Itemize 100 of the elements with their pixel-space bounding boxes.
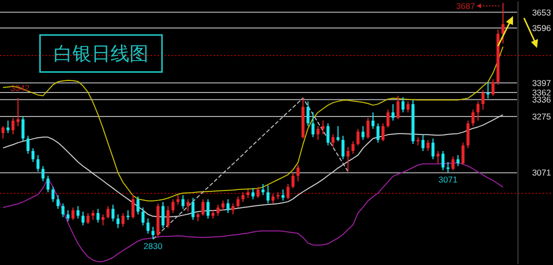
candlestick bbox=[182, 194, 184, 210]
candlestick bbox=[322, 120, 324, 135]
candlestick bbox=[406, 100, 410, 113]
candlestick bbox=[316, 126, 320, 140]
candlestick bbox=[362, 126, 364, 140]
candlestick bbox=[106, 206, 110, 220]
candlestick bbox=[256, 186, 260, 198]
candlestick bbox=[262, 184, 264, 196]
candlestick bbox=[122, 212, 124, 228]
candlestick bbox=[436, 150, 440, 164]
line-series bbox=[152, 98, 348, 240]
candlestick bbox=[282, 189, 284, 202]
candlestick bbox=[312, 112, 314, 138]
candlestick bbox=[102, 214, 104, 226]
candlestick bbox=[426, 139, 430, 152]
candlestick bbox=[32, 148, 34, 162]
candlestick bbox=[332, 134, 334, 148]
candlestick bbox=[336, 126, 340, 142]
annotation: 3687 bbox=[456, 0, 476, 11]
candlestick bbox=[242, 192, 244, 202]
candlestick bbox=[342, 135, 344, 160]
candlestick bbox=[392, 104, 394, 122]
candlestick bbox=[82, 211, 84, 226]
candlestick bbox=[272, 193, 274, 204]
candlestick bbox=[42, 166, 44, 182]
candlestick bbox=[176, 194, 180, 206]
candlestick bbox=[6, 120, 10, 134]
candlestick bbox=[482, 90, 484, 110]
candlestick bbox=[346, 146, 350, 172]
annotation: 3071 bbox=[438, 174, 458, 185]
candlestick bbox=[96, 208, 100, 224]
annotation: 2830 bbox=[144, 241, 163, 252]
candlestick bbox=[146, 218, 150, 234]
candlestick bbox=[452, 156, 454, 171]
candlestick bbox=[132, 194, 134, 220]
candlestick bbox=[432, 138, 434, 160]
candlestick bbox=[236, 196, 240, 208]
candlestick bbox=[2, 126, 4, 140]
candlestick bbox=[446, 161, 450, 174]
text: 白银日线图 bbox=[54, 44, 148, 65]
candlestick bbox=[136, 196, 140, 215]
candlestick bbox=[286, 184, 290, 200]
candlestick bbox=[266, 184, 270, 204]
candlestick bbox=[22, 116, 24, 142]
candlestick bbox=[26, 135, 30, 154]
candlestick bbox=[72, 206, 74, 220]
candlestick bbox=[306, 100, 310, 127]
candlestick bbox=[52, 186, 54, 202]
candlestick bbox=[296, 164, 300, 182]
y-tick-label: 3336 bbox=[532, 94, 552, 105]
candlestick bbox=[442, 150, 444, 171]
candlestick bbox=[192, 197, 194, 220]
candlestick bbox=[12, 117, 14, 135]
candlestick bbox=[422, 134, 424, 152]
candlestick bbox=[202, 198, 204, 216]
candlestick bbox=[462, 142, 464, 166]
candlestick bbox=[376, 122, 380, 144]
candlestick bbox=[206, 198, 210, 220]
candlestick bbox=[216, 204, 220, 216]
y-tick-label: 3071 bbox=[532, 168, 552, 178]
candlestick bbox=[56, 194, 60, 210]
candlestick bbox=[402, 96, 404, 113]
candlestick bbox=[252, 188, 254, 200]
y-tick-label: 3596 bbox=[532, 22, 552, 33]
candlestick bbox=[116, 214, 120, 229]
y-tick-label: 3397 bbox=[532, 78, 552, 88]
candlestick bbox=[352, 140, 354, 154]
candlestick bbox=[396, 95, 400, 120]
candlestick bbox=[66, 210, 70, 222]
candlestick bbox=[76, 206, 80, 220]
y-tick-label: 3275 bbox=[532, 111, 552, 122]
candlestick bbox=[92, 210, 94, 220]
candlestick bbox=[366, 117, 370, 140]
candlestick bbox=[186, 198, 190, 212]
candlestick bbox=[62, 202, 64, 218]
candlestick bbox=[166, 206, 170, 229]
candlestick bbox=[502, 2, 504, 44]
candlestick bbox=[292, 172, 294, 189]
candlestick bbox=[16, 98, 20, 127]
candlestick bbox=[372, 112, 374, 130]
candlestick bbox=[86, 212, 90, 225]
candlestick bbox=[472, 109, 474, 127]
candlestick bbox=[162, 201, 164, 229]
candlestick bbox=[492, 78, 494, 96]
y-tick-label: 3362 bbox=[532, 87, 552, 98]
candlestick bbox=[36, 154, 40, 172]
candlestick bbox=[326, 122, 330, 146]
candlestick bbox=[382, 122, 384, 142]
candlestick bbox=[112, 204, 114, 222]
candlestick bbox=[486, 82, 490, 100]
candlestick bbox=[172, 198, 174, 214]
candlestick bbox=[476, 100, 480, 122]
candlestick bbox=[456, 154, 460, 167]
candlestick bbox=[46, 175, 50, 193]
candlestick bbox=[222, 200, 224, 211]
candlestick bbox=[386, 109, 390, 128]
candlestick bbox=[142, 206, 144, 226]
candlestick bbox=[356, 128, 360, 146]
y-tick-label: 3653 bbox=[532, 7, 552, 18]
candlestick bbox=[152, 226, 154, 240]
